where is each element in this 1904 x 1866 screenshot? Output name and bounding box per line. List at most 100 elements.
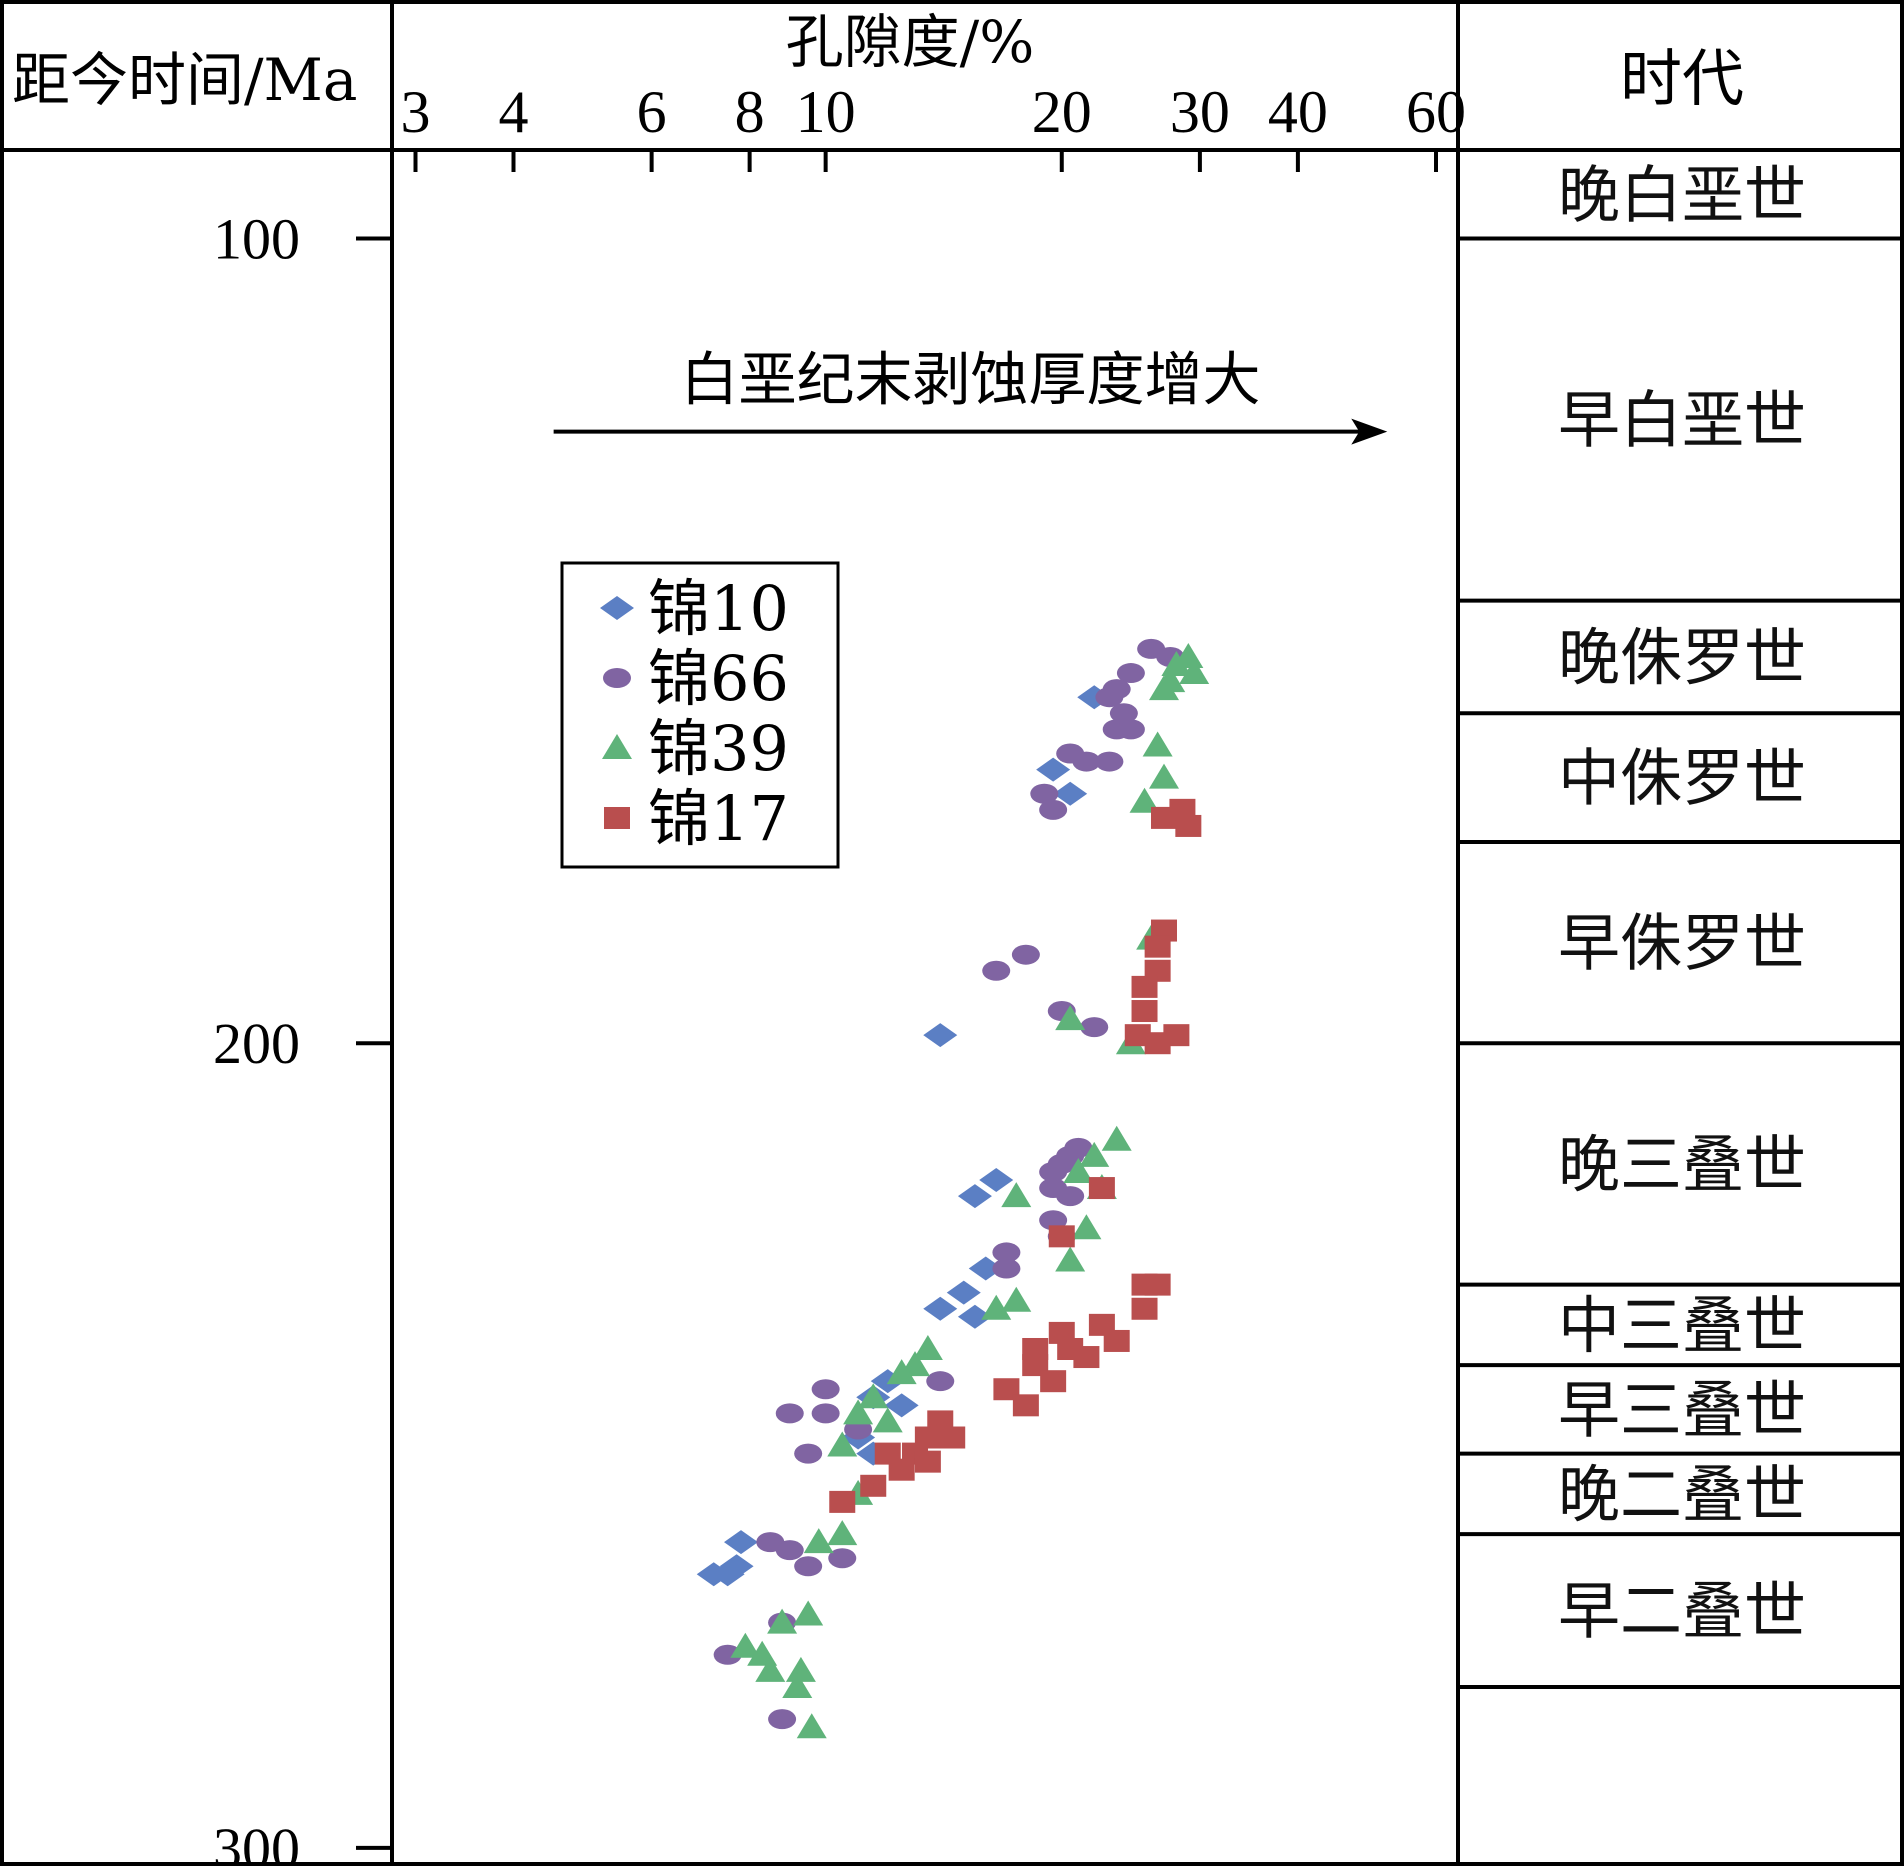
data-point — [1001, 1286, 1032, 1312]
data-point — [968, 1256, 1003, 1281]
data-point — [1071, 1214, 1102, 1240]
data-point — [1109, 703, 1138, 724]
data-point — [1131, 1000, 1158, 1023]
period-label: 晚二叠世 — [1558, 1458, 1806, 1531]
data-point — [1148, 763, 1179, 789]
period-label: 早三叠世 — [1558, 1373, 1806, 1446]
data-point — [992, 1242, 1021, 1263]
x-tick-label: 20 — [1032, 79, 1092, 145]
data-point — [939, 1426, 966, 1449]
data-point — [1079, 1141, 1110, 1167]
data-point — [886, 1359, 917, 1385]
data-point — [1116, 719, 1145, 740]
right-column-header: 时代 — [1620, 42, 1744, 115]
data-point — [1040, 1370, 1067, 1393]
period-label: 晚侏罗世 — [1558, 621, 1806, 694]
legend-label: 锦10 — [648, 572, 789, 645]
data-point — [979, 1168, 1014, 1193]
data-point — [1057, 1337, 1084, 1360]
data-point — [811, 1379, 840, 1400]
data-point — [785, 1656, 816, 1682]
data-point — [981, 1294, 1012, 1320]
data-point — [775, 1403, 804, 1424]
data-point — [1131, 975, 1158, 998]
data-point — [730, 1632, 761, 1658]
annotation-text: 白垩纪末剥蚀厚度增大 — [680, 346, 1260, 414]
erosion-annotation: 白垩纪末剥蚀厚度增大 — [553, 346, 1388, 445]
y-axis-ticks: 100 200 300 — [213, 207, 392, 1866]
data-point — [1080, 1017, 1109, 1038]
period-label: 早侏罗世 — [1558, 907, 1806, 980]
period-label: 晚白垩世 — [1558, 158, 1806, 231]
data-point — [957, 1304, 992, 1329]
data-point — [884, 1393, 919, 1418]
data-point — [1030, 783, 1059, 804]
period-label: 中侏罗世 — [1558, 742, 1806, 815]
data-point — [957, 1184, 992, 1209]
data-point — [860, 1474, 887, 1497]
data-point — [1088, 1177, 1115, 1200]
x-tick-label: 60 — [1406, 79, 1466, 145]
x-tick-label: 40 — [1268, 79, 1328, 145]
data-point — [946, 1280, 981, 1305]
data-point — [1012, 1394, 1039, 1417]
data-point — [1055, 1246, 1086, 1272]
data-point — [982, 960, 1011, 981]
data-point — [1055, 1005, 1086, 1031]
data-point — [811, 1403, 840, 1424]
x-tick-label: 30 — [1170, 79, 1230, 145]
legend-marker — [604, 807, 630, 829]
data-point — [858, 1383, 889, 1409]
data-point — [794, 1556, 823, 1577]
x-axis-ticks: 3 4 6 8 10 20 30 40 60 — [401, 79, 1466, 172]
data-point — [767, 1608, 798, 1634]
legend-label: 锦39 — [648, 712, 789, 785]
data-point — [1001, 1182, 1032, 1208]
y-tick-label: 100 — [213, 207, 300, 272]
data-point — [888, 1458, 915, 1481]
data-point — [1011, 944, 1040, 965]
data-point — [724, 1530, 759, 1555]
data-point — [843, 1399, 874, 1425]
left-column-header: 距今时间/Ma — [12, 46, 358, 114]
data-point — [1144, 1273, 1171, 1296]
data-point — [775, 1540, 804, 1561]
x-tick-label: 8 — [735, 79, 765, 145]
data-point — [1163, 1024, 1190, 1047]
data-points — [696, 638, 1210, 1739]
x-tick-label: 10 — [796, 79, 856, 145]
data-point — [923, 1023, 958, 1048]
x-tick-label: 6 — [637, 79, 667, 145]
data-point — [1116, 663, 1145, 684]
data-point — [827, 1431, 858, 1457]
data-point — [926, 1371, 955, 1392]
data-point — [1131, 1297, 1158, 1320]
data-point — [1124, 1024, 1151, 1047]
data-point — [1095, 751, 1124, 772]
data-point — [1056, 1186, 1085, 1207]
data-point — [1048, 1225, 1075, 1248]
data-point — [872, 1407, 903, 1433]
legend-marker — [603, 668, 631, 688]
data-point — [755, 1656, 786, 1682]
legend-marker — [600, 596, 634, 620]
data-point — [719, 1554, 754, 1579]
legend-label: 锦17 — [648, 782, 789, 855]
data-point — [793, 1600, 824, 1626]
data-point — [992, 1258, 1021, 1279]
period-label: 中三叠世 — [1558, 1289, 1806, 1362]
data-point — [844, 1419, 873, 1440]
data-point — [768, 1709, 797, 1730]
data-point — [828, 1548, 857, 1569]
legend-marker — [602, 734, 632, 759]
data-point — [923, 1296, 958, 1321]
data-point — [912, 1334, 943, 1360]
data-point — [1144, 935, 1171, 958]
data-point — [803, 1528, 834, 1554]
x-tick-label: 3 — [401, 79, 431, 145]
data-point — [1101, 1125, 1132, 1151]
period-label: 早二叠世 — [1558, 1575, 1806, 1648]
data-point — [1039, 1161, 1068, 1182]
